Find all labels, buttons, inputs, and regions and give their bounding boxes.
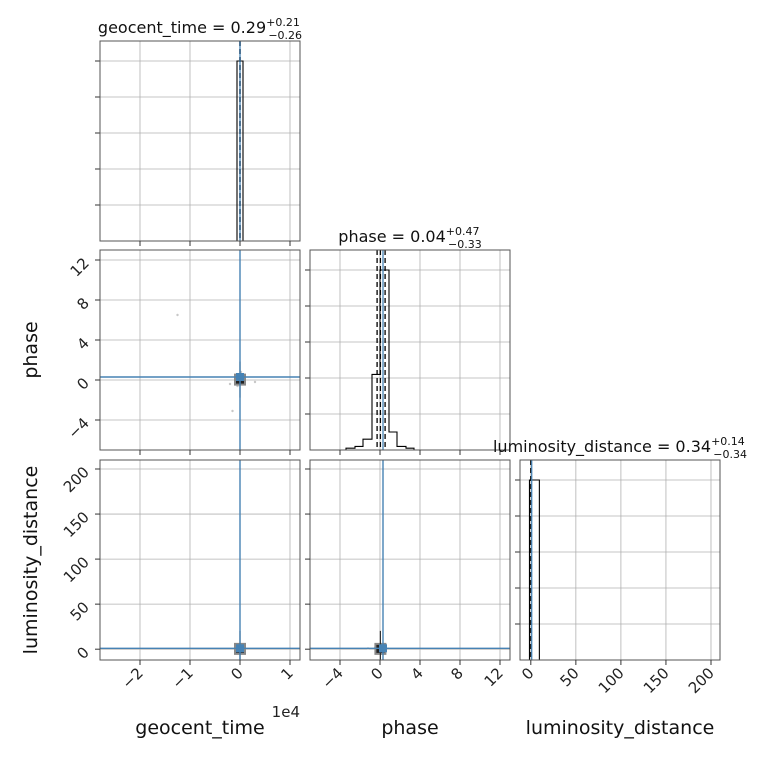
sample-point [228,382,232,386]
tick-label: 12 [481,664,507,690]
tick-label: 50 [67,598,93,624]
axes-border [99,249,301,451]
offset-text-geocent_time: 1e4 [272,703,300,721]
xlabel-geocent_time: geocent_time [135,717,264,739]
tick-label: 200 [685,664,718,697]
tick-label: 0 [73,643,92,662]
histogram-luminosity_distance [528,479,540,660]
tick-label: −4 [64,414,92,442]
tick-label: 50 [556,664,582,690]
title-luminosity_distance: luminosity_distance = 0.34+0.14 −0.34 [493,435,747,461]
tick-label: 8 [73,294,92,313]
xlabel-luminosity_distance: luminosity_distance [526,717,715,739]
panel-geocent_time-vs-geocent_time: geocent_time = 0.29+0.21 −0.26 [95,16,302,246]
title-geocent_time: geocent_time = 0.29+0.21 −0.26 [98,16,302,42]
tick-label: 0 [518,664,537,683]
axes-border [519,459,721,661]
panel-phase-vs-geocent_time: −4 0 4 8 12 [64,249,301,455]
tick-label: 1 [277,664,296,683]
panel-phase-vs-phase: phase = 0.04+0.47 −0.33 [305,225,511,455]
truth-marker [236,644,244,653]
tick-label: 100 [60,553,93,586]
tick-label: 200 [60,463,93,496]
panel-luminosity_distance-vs-phase: −4 0 4 8 12 [305,459,511,692]
sample-point [231,409,234,413]
title-phase: phase = 0.04+0.47 −0.33 [338,225,481,251]
tick-label: 0 [73,374,92,393]
truth-marker [379,644,387,653]
tick-label: 150 [640,664,673,697]
axes-border [309,459,511,661]
axes-border [309,249,511,451]
panel-luminosity_distance-vs-geocent_time: −2 −1 0 1 0 50 100 150 200 [60,459,301,692]
axes-border [99,459,301,661]
tick-label: 0 [367,664,386,683]
ylabel-luminosity_distance: luminosity_distance [20,466,42,655]
tick-label: 100 [595,664,628,697]
tick-label: −1 [168,664,196,692]
truth-marker [236,373,244,381]
tick-label: 8 [447,664,466,683]
tick-label: 4 [407,664,426,683]
tick-label: −4 [318,664,346,692]
sample-point [253,380,257,384]
tick-label: 4 [73,334,92,353]
ylabel-phase: phase [20,321,42,378]
sample-point [176,313,179,317]
tick-label: 150 [60,508,93,541]
tick-label: −2 [118,664,146,692]
tick-label: 12 [67,254,93,280]
axes-border [99,40,301,242]
panel-luminosity_distance-vs-luminosity_distance: 0 50 100 150 200 luminosity_distance = 0.34+0… [493,435,747,697]
tick-label: 0 [227,664,246,683]
xlabel-phase: phase [381,717,438,739]
